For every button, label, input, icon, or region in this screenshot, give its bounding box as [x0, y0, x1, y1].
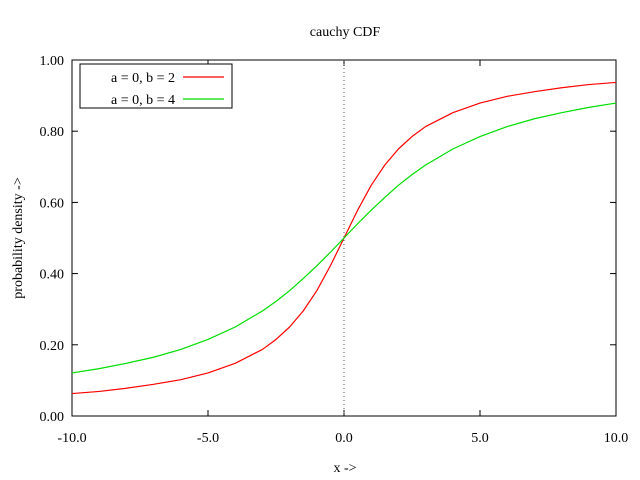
- y-tick-label: 0.20: [40, 339, 65, 354]
- x-tick-label: 10.0: [604, 431, 629, 446]
- series-layer: [71, 81, 617, 395]
- y-tick-label: 0.80: [40, 125, 65, 140]
- y-tick-label: 0.00: [40, 410, 65, 425]
- x-axis-label: x ->: [333, 461, 356, 476]
- y-tick-label: 1.00: [40, 54, 65, 69]
- axes-layer: -10.0 -5.0 0.0 5.0 10.0 0.00 0.20 0.40 0.60 0.80 1…: [40, 54, 629, 446]
- x-tick-label: -10.0: [57, 431, 86, 446]
- y-tick-label: 0.40: [40, 268, 65, 283]
- legend: a = 0, b = 2 a = 0, b = 4: [79, 63, 233, 109]
- x-tick-label: -5.0: [197, 431, 219, 446]
- legend-label: a = 0, b = 2: [111, 71, 175, 86]
- chart-title: cauchy CDF: [310, 25, 381, 40]
- x-tick-label: 5.0: [471, 431, 489, 446]
- y-axis-label: probability density ->: [11, 177, 26, 299]
- y-tick-label: 0.60: [40, 196, 65, 211]
- series-line: [71, 102, 617, 374]
- legend-box: [79, 63, 233, 109]
- legend-label: a = 0, b = 4: [111, 93, 175, 108]
- x-tick-label: 0.0: [335, 431, 353, 446]
